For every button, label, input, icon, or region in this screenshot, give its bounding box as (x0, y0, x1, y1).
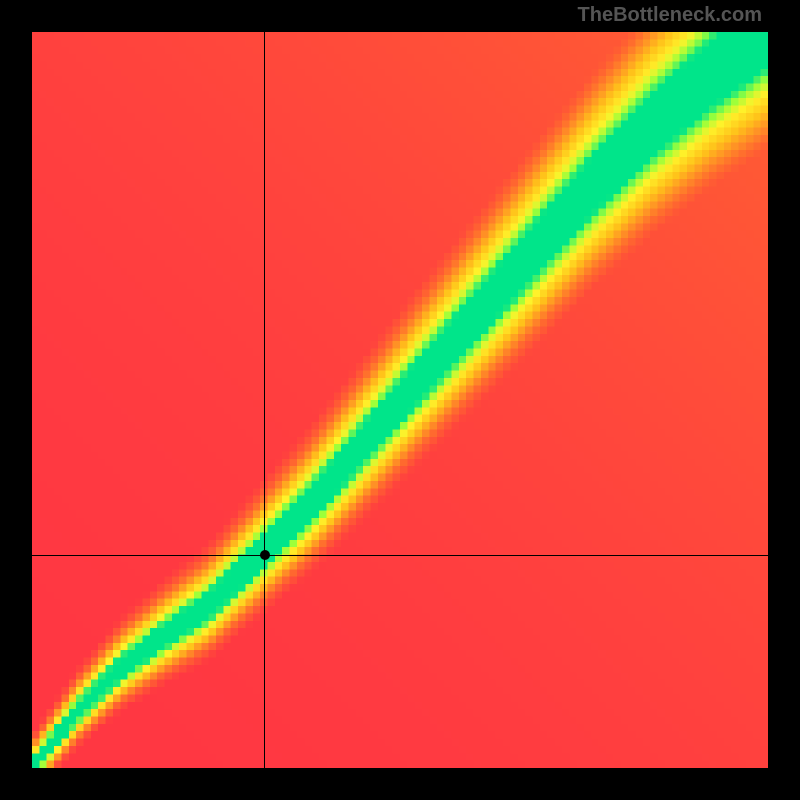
crosshair-horizontal (32, 555, 768, 556)
attribution-text: TheBottleneck.com (578, 4, 762, 27)
crosshair-vertical (264, 32, 265, 768)
crosshair-marker (260, 550, 270, 560)
chart-frame: { "attribution": { "text": "TheBottlenec… (0, 0, 800, 800)
plot-area (32, 32, 768, 768)
heatmap-canvas (32, 32, 768, 768)
